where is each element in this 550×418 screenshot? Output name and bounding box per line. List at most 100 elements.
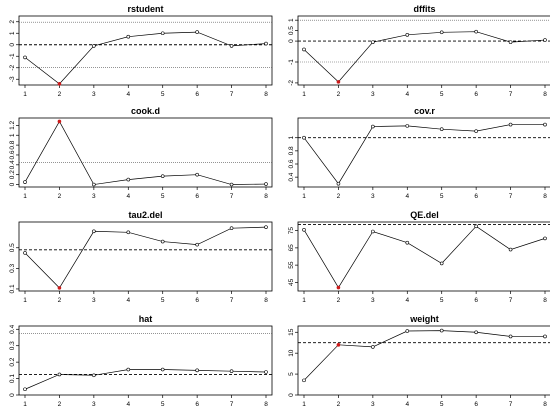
influential-point <box>57 82 62 86</box>
influential-point <box>336 80 341 84</box>
data-point <box>92 229 96 234</box>
x-tick-label: 4 <box>405 193 409 200</box>
x-tick-label: 5 <box>161 297 165 304</box>
data-point <box>195 30 199 34</box>
series-line <box>24 226 267 289</box>
x-tick-label: 2 <box>58 401 62 408</box>
x-tick-label: 5 <box>440 401 444 408</box>
x-tick-label: 7 <box>230 401 234 408</box>
data-point <box>229 369 234 373</box>
x-tick-label: 1 <box>23 297 27 304</box>
y-tick-label: 0.1 <box>9 374 16 383</box>
data-point <box>264 225 268 229</box>
data-point <box>264 41 268 46</box>
x-tick-label: 8 <box>264 193 268 200</box>
x-tick-label: 2 <box>337 193 341 200</box>
y-tick-label: 55 <box>288 261 295 269</box>
plot-frame <box>18 221 273 292</box>
y-tick-label: -2 <box>9 64 16 70</box>
data-point <box>371 40 375 44</box>
data-point <box>229 44 234 48</box>
data-point <box>302 378 306 383</box>
y-tick-label: 0.3 <box>9 263 16 272</box>
series-line <box>24 31 267 85</box>
y-tick-label: 1 <box>9 31 16 35</box>
x-tick-label: 4 <box>405 401 409 408</box>
panel-title: dffits <box>414 4 436 14</box>
x-tick-label: 4 <box>126 193 130 200</box>
x-tick-label: 2 <box>337 401 341 408</box>
data-point <box>508 247 513 252</box>
data-point <box>126 230 131 235</box>
data-point <box>302 227 306 232</box>
x-tick-label: 6 <box>474 401 478 408</box>
x-tick-label: 4 <box>126 401 130 408</box>
data-point <box>264 182 268 186</box>
y-tick-label: 0.5 <box>288 26 295 35</box>
y-tick-label: 5 <box>288 372 295 376</box>
x-tick-label: 1 <box>302 91 306 98</box>
data-point <box>23 55 27 60</box>
y-tick-label: 0.8 <box>9 140 16 149</box>
series-line <box>303 31 546 83</box>
y-tick-label: 1 <box>9 133 16 137</box>
y-tick-label: 0 <box>9 393 16 397</box>
data-point <box>439 261 444 266</box>
x-tick-label: 5 <box>161 193 165 200</box>
data-point <box>92 44 96 48</box>
y-tick-label: 0.4 <box>288 172 295 181</box>
x-tick-label: 6 <box>474 297 478 304</box>
series-line <box>24 369 267 390</box>
x-tick-label: 4 <box>126 297 130 304</box>
y-tick-label: -3 <box>9 76 16 82</box>
data-point <box>508 40 513 44</box>
data-point <box>302 135 306 140</box>
x-tick-label: 6 <box>195 401 199 408</box>
x-tick-label: 8 <box>264 91 268 98</box>
data-point <box>229 182 234 187</box>
data-point <box>371 124 375 129</box>
plot-frame <box>297 15 550 86</box>
x-tick-label: 3 <box>371 91 375 98</box>
data-point <box>229 226 234 230</box>
data-point <box>160 239 165 244</box>
panel-title: hat <box>139 314 153 324</box>
plot-frame <box>18 117 273 188</box>
data-point <box>508 122 513 127</box>
plot-frame <box>297 325 550 396</box>
panel-title: cov.r <box>414 106 435 116</box>
x-tick-label: 6 <box>195 297 199 304</box>
y-tick-label: 1 <box>288 18 295 22</box>
x-tick-label: 7 <box>509 297 513 304</box>
data-point <box>543 236 547 241</box>
x-tick-label: 1 <box>23 401 27 408</box>
y-tick-label: 0 <box>288 39 295 43</box>
x-tick-label: 3 <box>92 401 96 408</box>
x-tick-label: 2 <box>58 91 62 98</box>
data-point <box>474 330 478 335</box>
x-tick-label: 3 <box>371 401 375 408</box>
y-tick-label: 65 <box>288 244 295 252</box>
x-tick-label: 1 <box>23 193 27 200</box>
y-tick-label: 0.6 <box>9 150 16 159</box>
y-tick-label: 0.2 <box>9 170 16 179</box>
series-line <box>303 225 546 289</box>
x-tick-label: 3 <box>371 297 375 304</box>
y-tick-label: -2 <box>288 80 295 86</box>
y-tick-label: 0.5 <box>9 243 16 252</box>
x-tick-label: 5 <box>440 193 444 200</box>
y-tick-label: 0.4 <box>9 324 16 333</box>
data-point <box>57 372 62 377</box>
panel-cook-d: cook.d 1 2 3 4 5 6 7 8 0 0.20.40.60.8 1 1.2 <box>9 106 273 200</box>
x-tick-label: 5 <box>161 91 165 98</box>
data-point <box>405 329 410 333</box>
panel-title: QE.del <box>410 210 439 220</box>
x-tick-label: 1 <box>302 401 306 408</box>
data-point <box>160 31 165 36</box>
data-point <box>264 370 268 374</box>
x-tick-label: 7 <box>230 297 234 304</box>
panel-cov-r: cov.r 1 2 3 4 5 6 7 8 0.4 0.6 0.8 1 <box>288 106 550 200</box>
x-tick-label: 5 <box>161 401 165 408</box>
x-tick-label: 2 <box>337 91 341 98</box>
plot-frame <box>297 221 550 292</box>
